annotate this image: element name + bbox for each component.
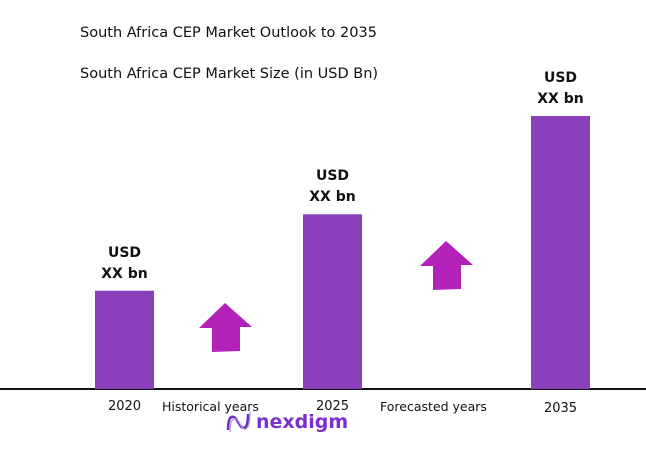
bar-2035 [531,116,590,389]
logo-wave-icon [226,411,251,433]
data-label-2025: USD XX bn [273,166,393,208]
data-label-line2: XX bn [537,91,584,107]
data-label-2035: USD XX bn [501,68,621,110]
data-label-line2: XX bn [101,265,148,282]
data-label-line1: USD [543,70,578,86]
x-tick-2035: 2035 [543,401,578,416]
chart-subtitle: South Africa CEP Market Size (in USD Bn) [80,66,379,82]
x-tick-2025: 2025 [315,399,350,414]
logo-text: nexdigm [256,411,349,433]
bar-2020 [95,290,154,389]
bar-2025 [303,214,362,389]
x-tick-2020: 2020 [107,399,142,414]
growth-arrow-icon-2 [420,241,473,290]
growth-arrow-icon-1 [199,303,252,352]
data-label-2020: USD XX bn [65,243,185,285]
chart-title: South Africa CEP Market Outlook to 2035 [80,25,377,41]
nexdigm-logo: nexdigm [226,410,348,434]
annotation-historical: Historical years [162,399,259,414]
annotation-forecasted: Forecasted years [380,399,487,414]
data-label-line1: USD [315,168,350,185]
data-label-line1: USD [107,244,142,261]
data-label-line2: XX bn [309,189,356,206]
